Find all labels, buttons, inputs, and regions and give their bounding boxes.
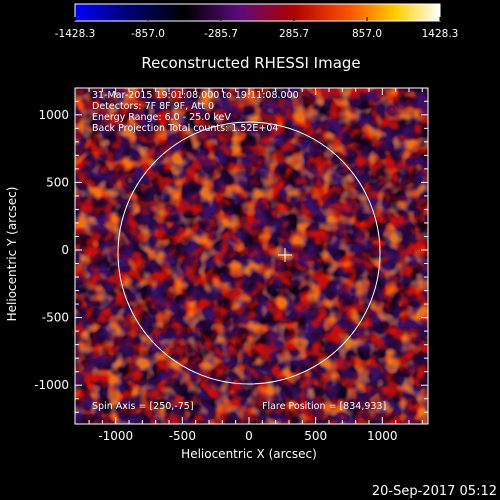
info-line-3: Energy Range: 6.0 - 25.0 keV — [92, 112, 231, 123]
colorbar-tick-label: 285.7 — [279, 28, 309, 40]
colorbar: -1428.3 -857.0 -285.7 285.7 857.0 1428.3 — [55, 3, 459, 40]
info-line-1: 31-Mar-2015 19:01:08.000 to 19:11:08.000 — [92, 90, 299, 101]
spin-axis-label: Spin Axis = [250,-75] — [92, 401, 194, 412]
y-tick-label: 1000 — [38, 108, 69, 122]
colorbar-tick-label: 1428.3 — [422, 28, 459, 40]
colorbar-tick-label: -285.7 — [204, 28, 238, 40]
info-line-2: Detectors: 7F 8F 9F, Att 0 — [92, 101, 214, 112]
x-axis-ticks: -1000 -500 0 500 1000 — [88, 88, 423, 443]
y-tick-label: 0 — [61, 243, 69, 257]
y-axis-label: Heliocentric Y (arcsec) — [5, 187, 19, 322]
solar-limb-circle — [117, 121, 381, 385]
x-tick-label: 1000 — [367, 429, 398, 443]
colorbar-ticks: -1428.3 -857.0 -285.7 285.7 857.0 1428.3 — [55, 17, 459, 40]
flare-position-label: Flare Position = [834,933] — [262, 401, 386, 412]
y-tick-label: -500 — [42, 311, 69, 325]
x-axis-label: Heliocentric X (arcsec) — [181, 447, 317, 461]
x-tick-label: -1000 — [98, 429, 133, 443]
plot-title: Reconstructed RHESSI Image — [141, 54, 360, 72]
y-axis-ticks: -1000 -500 0 500 1000 — [34, 100, 428, 413]
x-tick-label: -500 — [169, 429, 196, 443]
y-tick-label: -1000 — [34, 378, 69, 392]
x-tick-label: 0 — [245, 429, 253, 443]
colorbar-gradient — [74, 3, 441, 22]
colorbar-tick-label: -1428.3 — [55, 28, 96, 40]
rhessi-image: 31-Mar-2015 19:01:08.000 to 19:11:08.000… — [75, 88, 428, 424]
spin-axis-cross — [278, 248, 292, 262]
colorbar-tick-label: -857.0 — [131, 28, 165, 40]
info-line-4: Back Projection Total counts: 1.52E+04 — [92, 123, 278, 134]
x-tick-label: 500 — [304, 429, 327, 443]
image-layer-orange — [75, 88, 428, 424]
y-tick-label: 500 — [46, 175, 69, 189]
plot-frame — [74, 87, 429, 425]
footer-date: 20-Sep-2017 05:12 — [372, 484, 497, 499]
colorbar-tick-label: 857.0 — [352, 28, 382, 40]
